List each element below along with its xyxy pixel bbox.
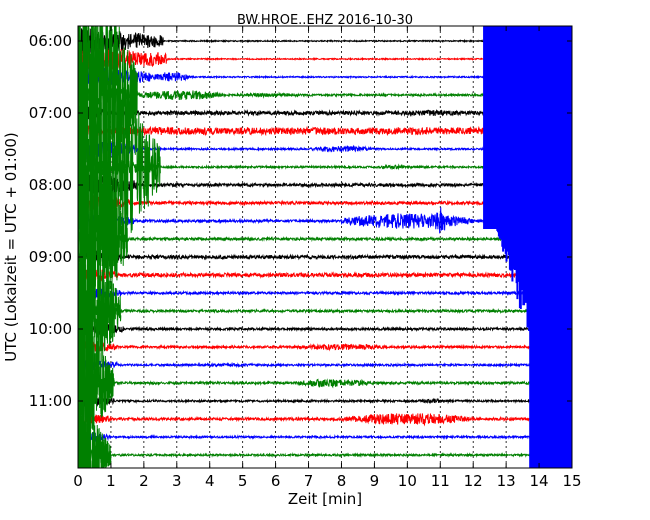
y-axis-label: UTC (Lokalzeit = UTC + 01:00) <box>2 132 20 362</box>
x-tick-label: 4 <box>205 472 215 490</box>
x-tick-label: 9 <box>370 472 380 490</box>
trace-row-20 <box>77 394 573 408</box>
trace-row-15 <box>77 303 573 318</box>
trace-row-19 <box>77 377 573 390</box>
x-tick-label: 14 <box>530 472 549 490</box>
x-tick-label: 1 <box>106 472 116 490</box>
trace-burst-row-19 <box>77 316 115 464</box>
y-tick-label: 07:00 <box>29 104 72 122</box>
trace-row-22 <box>77 429 573 444</box>
x-tick-label: 5 <box>238 472 248 490</box>
trace-burst-row-15 <box>77 222 122 402</box>
x-tick-label: 13 <box>497 472 516 490</box>
x-tick-label: 10 <box>398 472 417 490</box>
y-tick-label: 11:00 <box>29 392 72 410</box>
x-axis-label: Zeit [min] <box>288 490 362 508</box>
x-tick-label: 15 <box>562 472 581 490</box>
trace-row-12 <box>77 249 573 265</box>
trace-row-14 <box>77 286 573 302</box>
saturated-block <box>483 26 572 229</box>
trace-row-13 <box>77 266 573 284</box>
x-tick-label: 8 <box>337 472 347 490</box>
x-tick-label: 2 <box>139 472 149 490</box>
x-tick-label: 0 <box>73 472 83 490</box>
x-tick-label: 12 <box>464 472 483 490</box>
trace-row-21 <box>77 412 573 427</box>
trace-burst-row-11 <box>77 125 128 348</box>
y-tick-label: 08:00 <box>29 176 72 194</box>
trace-layer <box>77 25 573 469</box>
plot-frame <box>77 25 573 469</box>
x-tick-label: 7 <box>304 472 314 490</box>
trace-row-16 <box>77 320 573 337</box>
trace-row-17 <box>77 341 573 354</box>
trace-row-23 <box>77 447 573 461</box>
y-ticks: 06:00 07:00 08:00 09:00 10:00 11:00 <box>29 32 572 410</box>
x-ticks: 0 1 2 3 4 5 6 7 8 9 10 11 12 13 14 15 <box>73 26 582 490</box>
x-tick-label: 6 <box>271 472 281 490</box>
y-tick-label: 09:00 <box>29 248 72 266</box>
chart-title: BW.HROE..EHZ 2016-10-30 <box>237 13 413 28</box>
y-tick-label: 06:00 <box>29 32 72 50</box>
trace-row-11 <box>77 230 573 247</box>
saturated-tail <box>529 229 572 468</box>
x-tick-label: 11 <box>431 472 450 490</box>
x-tick-label: 3 <box>172 472 182 490</box>
y-tick-label: 10:00 <box>29 320 72 338</box>
trace-row-18 <box>77 358 573 371</box>
